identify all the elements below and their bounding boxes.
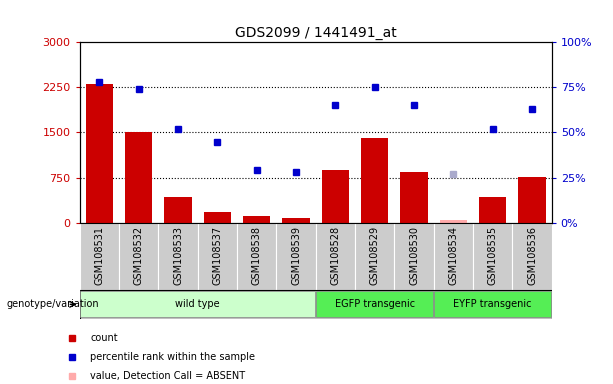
Bar (322, 170, 349, 223)
Text: count: count (91, 333, 118, 343)
Bar (361, 139, 389, 223)
Bar (86, 84, 113, 223)
Text: GSM108538: GSM108538 (252, 226, 262, 285)
Bar (237, 223, 276, 290)
Bar (158, 223, 198, 290)
Text: wild type: wild type (175, 299, 220, 310)
Bar (518, 177, 546, 223)
Bar (80, 223, 119, 290)
Bar (125, 132, 153, 223)
Text: value, Detection Call = ABSENT: value, Detection Call = ABSENT (91, 371, 246, 381)
Bar (243, 216, 270, 223)
Bar (276, 223, 316, 290)
Bar (512, 223, 552, 290)
Bar (473, 223, 512, 290)
Text: GSM108530: GSM108530 (409, 226, 419, 285)
Text: GSM108532: GSM108532 (134, 226, 143, 285)
Bar (80, 291, 315, 317)
Bar (400, 172, 428, 223)
Bar (434, 223, 473, 290)
Text: GSM108535: GSM108535 (488, 226, 498, 285)
Text: EGFP transgenic: EGFP transgenic (335, 299, 415, 310)
Bar (197, 223, 237, 290)
Bar (316, 291, 433, 317)
Bar (282, 218, 310, 223)
Bar (119, 223, 158, 290)
Text: GSM108539: GSM108539 (291, 226, 301, 285)
Text: EYFP transgenic: EYFP transgenic (454, 299, 532, 310)
Title: GDS2099 / 1441491_at: GDS2099 / 1441491_at (235, 26, 397, 40)
Text: percentile rank within the sample: percentile rank within the sample (91, 352, 256, 362)
Bar (164, 197, 192, 223)
Text: GSM108537: GSM108537 (212, 226, 223, 285)
Bar (204, 212, 231, 223)
Text: GSM108528: GSM108528 (330, 226, 340, 285)
Text: GSM108534: GSM108534 (448, 226, 459, 285)
Text: GSM108529: GSM108529 (370, 226, 379, 285)
Bar (394, 223, 434, 290)
Bar (479, 197, 506, 223)
Text: GSM108533: GSM108533 (173, 226, 183, 285)
Bar (316, 223, 355, 290)
Text: genotype/variation: genotype/variation (6, 299, 99, 310)
Text: GSM108536: GSM108536 (527, 226, 537, 285)
Bar (440, 220, 467, 223)
Bar (435, 291, 551, 317)
Text: GSM108531: GSM108531 (94, 226, 104, 285)
Bar (355, 223, 394, 290)
